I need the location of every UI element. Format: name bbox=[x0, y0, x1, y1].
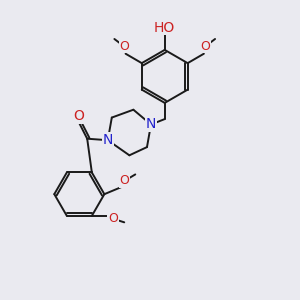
Text: HO: HO bbox=[154, 21, 175, 35]
Text: N: N bbox=[146, 118, 156, 131]
Text: N: N bbox=[103, 133, 113, 147]
Text: O: O bbox=[119, 40, 129, 53]
Text: O: O bbox=[119, 174, 129, 188]
Text: O: O bbox=[108, 212, 118, 225]
Text: O: O bbox=[74, 109, 84, 123]
Text: O: O bbox=[200, 40, 210, 53]
